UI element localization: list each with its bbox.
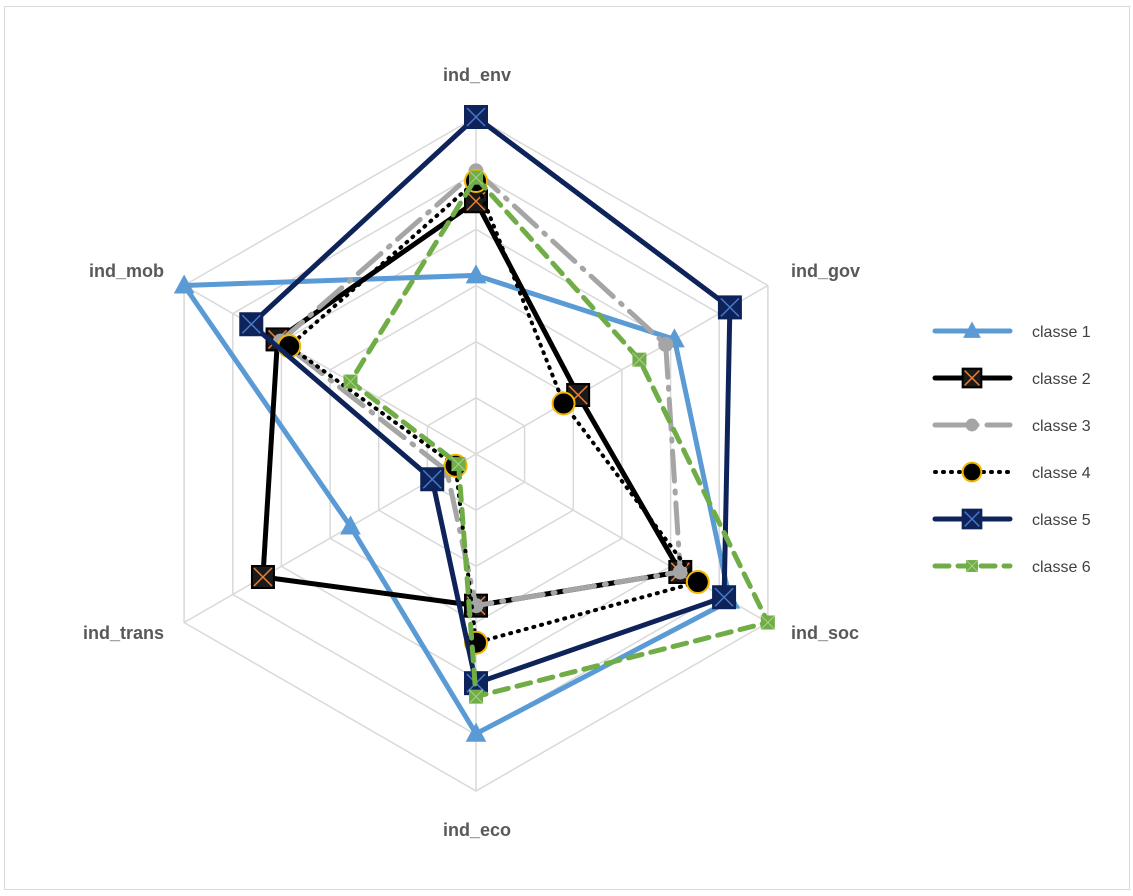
series-classe-2 xyxy=(250,189,693,618)
data-point-2-ind_trans xyxy=(250,565,275,590)
legend-marker-4 xyxy=(961,461,983,483)
series-line-3 xyxy=(278,168,683,609)
legend-label-1: classe 1 xyxy=(1032,324,1091,341)
radar-series xyxy=(173,105,776,742)
data-point-6-ind_eco xyxy=(468,689,484,704)
legend-label-3: classe 3 xyxy=(1032,418,1091,435)
legend-label-5: classe 5 xyxy=(1032,512,1091,529)
axis-label-ind_env: ind_env xyxy=(443,65,511,85)
legend-item-1: classe 1 xyxy=(932,321,1091,341)
legend: classe 1 classe 2 classe 3 classe 4 classe 5… xyxy=(932,321,1091,576)
series-classe-5 xyxy=(239,105,742,696)
data-point-4-ind_soc xyxy=(685,570,710,595)
axis-labels: ind_env ind_gov ind_soc ind_eco ind_tran… xyxy=(83,65,860,840)
legend-label-4: classe 4 xyxy=(1032,465,1091,482)
series-line-2 xyxy=(260,198,683,609)
data-point-1-ind_mob xyxy=(173,274,195,294)
axis-label-ind_soc: ind_soc xyxy=(791,623,859,643)
data-point-5-ind_gov xyxy=(717,295,742,320)
legend-label-2: classe 2 xyxy=(1032,371,1091,388)
legend-item-3: classe 3 xyxy=(932,418,1091,435)
legend-marker-6 xyxy=(965,559,979,573)
legend-label-6: classe 6 xyxy=(1032,559,1091,576)
data-point-6-ind_gov xyxy=(632,352,647,367)
data-point-5-ind_mob xyxy=(239,312,264,337)
grid-spoke-ind_mob xyxy=(183,284,477,455)
legend-marker-2 xyxy=(961,367,983,389)
legend-item-2: classe 2 xyxy=(932,367,1091,389)
data-point-5-ind_env xyxy=(464,105,488,129)
axis-label-ind_eco: ind_eco xyxy=(443,820,511,840)
legend-marker-5 xyxy=(961,508,983,530)
axis-label-ind_trans: ind_trans xyxy=(83,623,164,643)
data-point-6-ind_soc xyxy=(760,615,776,630)
data-point-6-ind_env xyxy=(468,170,484,186)
data-point-3-ind_gov xyxy=(658,336,674,352)
data-point-1-ind_eco xyxy=(465,722,487,742)
series-classe-1 xyxy=(173,264,741,742)
series-classe-6 xyxy=(343,170,776,704)
data-point-5-ind_trans xyxy=(420,467,445,492)
data-point-6-ind_trans xyxy=(451,456,466,472)
data-point-5-ind_soc xyxy=(712,585,737,610)
axis-label-ind_gov: ind_gov xyxy=(791,261,860,281)
legend-item-5: classe 5 xyxy=(932,508,1091,530)
data-point-6-ind_mob xyxy=(343,374,358,389)
data-point-1-ind_trans xyxy=(340,515,361,535)
axis-label-ind_mob: ind_mob xyxy=(89,261,164,281)
chart-frame: ind_env ind_gov ind_soc ind_eco ind_tran… xyxy=(4,6,1130,890)
radar-chart: ind_env ind_gov ind_soc ind_eco ind_tran… xyxy=(83,65,1091,840)
data-point-4-ind_gov xyxy=(551,391,576,416)
data-point-1-ind_env xyxy=(465,264,487,284)
legend-item-4: classe 4 xyxy=(933,461,1091,483)
legend-item-6: classe 6 xyxy=(932,559,1091,576)
legend-marker-3 xyxy=(965,418,979,432)
data-point-3-ind_soc xyxy=(672,564,688,580)
legend-marker-1 xyxy=(963,321,981,338)
